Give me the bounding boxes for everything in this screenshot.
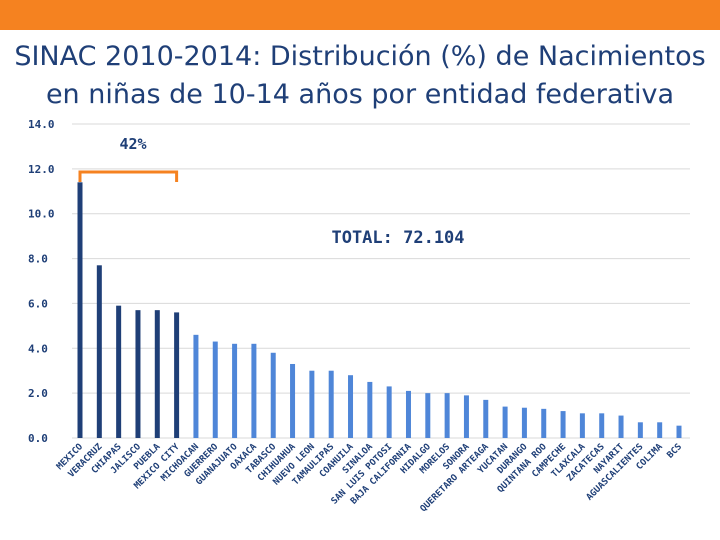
bar bbox=[599, 413, 605, 438]
bar bbox=[77, 182, 83, 438]
bar bbox=[96, 265, 102, 438]
bar bbox=[135, 310, 141, 438]
x-tick-label: BCS bbox=[666, 442, 685, 461]
bar bbox=[483, 399, 489, 438]
bar bbox=[212, 341, 218, 438]
total-annotation: TOTAL: 72.104 bbox=[331, 228, 464, 248]
x-axis-labels: MEXICOVERACRUZCHIAPASJALISCOPUEBLAMEXICO… bbox=[55, 442, 684, 515]
bar bbox=[251, 343, 257, 438]
bar bbox=[193, 334, 199, 438]
y-tick-label: 2.0 bbox=[28, 387, 48, 400]
title-line-2: en niñas de 10-14 años por entidad feder… bbox=[45, 79, 675, 110]
bar bbox=[290, 363, 296, 438]
y-tick-label: 10.0 bbox=[28, 208, 55, 221]
y-tick-label: 4.0 bbox=[28, 342, 48, 355]
bar bbox=[116, 305, 122, 438]
bar bbox=[232, 343, 238, 438]
bar bbox=[521, 407, 527, 438]
bar bbox=[463, 395, 469, 438]
y-tick-label: 14.0 bbox=[28, 118, 55, 131]
bar bbox=[328, 370, 334, 438]
bar bbox=[348, 375, 354, 438]
chart-title: SINAC 2010-2014: Distribución (%) de Nac… bbox=[10, 38, 710, 114]
bar bbox=[174, 312, 180, 438]
bar bbox=[309, 370, 315, 438]
bars bbox=[77, 182, 682, 438]
top-accent-bar bbox=[0, 0, 720, 30]
bar bbox=[270, 352, 276, 438]
bar bbox=[657, 422, 663, 438]
y-tick-label: 12.0 bbox=[28, 163, 55, 176]
bar bbox=[367, 381, 373, 438]
y-tick-label: 8.0 bbox=[28, 253, 48, 266]
bar bbox=[405, 390, 411, 438]
bar bbox=[444, 393, 450, 438]
bar bbox=[425, 393, 431, 438]
bar bbox=[579, 413, 585, 438]
bar bbox=[637, 422, 643, 438]
y-tick-label: 6.0 bbox=[28, 297, 48, 310]
title-line-1: SINAC 2010-2014: Distribución (%) de Nac… bbox=[14, 41, 706, 72]
bar bbox=[386, 386, 392, 438]
highlight-bracket bbox=[78, 170, 179, 182]
bar bbox=[560, 411, 566, 438]
bar bbox=[618, 415, 624, 438]
bracket-label: 42% bbox=[119, 135, 146, 153]
y-axis-ticks: 0.0 2.0 4.0 6.0 8.0 10.0 12.0 14.0 bbox=[28, 118, 55, 445]
bar bbox=[541, 408, 547, 438]
bar bbox=[502, 406, 508, 438]
bar bbox=[676, 425, 682, 438]
y-tick-label: 0.0 bbox=[28, 432, 48, 445]
bar bbox=[154, 310, 160, 438]
